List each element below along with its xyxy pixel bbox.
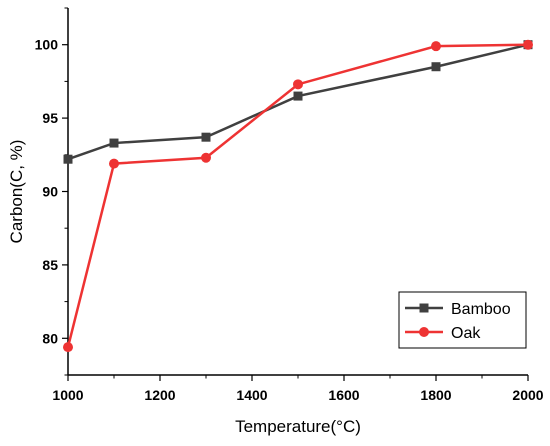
data-point-oak <box>63 342 73 353</box>
y-axis-title: Carbon(C, %) <box>7 140 26 244</box>
data-point-oak <box>201 152 211 163</box>
x-tick-label: 1800 <box>420 387 451 403</box>
data-point-oak <box>293 79 303 90</box>
legend: Bamboo Oak <box>398 291 527 349</box>
data-point-bamboo <box>63 154 73 164</box>
series-layer <box>63 39 533 353</box>
legend-box <box>398 291 527 349</box>
y-tick-label: 85 <box>42 257 58 273</box>
x-tick-label: 1400 <box>236 387 267 403</box>
series-line-oak <box>66 43 529 348</box>
legend-marker-oak <box>419 327 429 337</box>
y-tick-label: 90 <box>42 184 58 200</box>
legend-item-oak: Oak <box>405 325 481 342</box>
data-point-bamboo <box>293 91 303 101</box>
data-point-bamboo <box>109 138 119 148</box>
y-tick-label: 95 <box>42 110 58 126</box>
y-tick-label: 80 <box>42 330 58 346</box>
x-tick-label: 2000 <box>512 387 543 403</box>
data-point-bamboo <box>201 132 211 142</box>
x-tick-label: 1600 <box>328 387 359 403</box>
x-tick-label: 1200 <box>144 387 175 403</box>
series-line-bamboo <box>67 43 529 161</box>
x-axis-ticks: 1000 1200 1400 1600 1800 2000 <box>52 375 544 403</box>
legend-label-oak: Oak <box>451 325 481 342</box>
y-axis-ticks: 80 85 90 95 100 <box>35 7 68 376</box>
data-point-bamboo <box>431 62 441 72</box>
legend-item-bamboo: Bamboo <box>405 301 511 318</box>
data-point-oak <box>431 41 441 52</box>
data-point-oak <box>109 158 119 169</box>
legend-label-bamboo: Bamboo <box>451 301 511 318</box>
data-point-oak <box>523 39 533 50</box>
y-tick-label: 100 <box>35 37 59 53</box>
x-axis-title: Temperature(°C) <box>235 417 361 436</box>
legend-marker-bamboo <box>419 303 429 313</box>
x-tick-label: 1000 <box>52 387 83 403</box>
